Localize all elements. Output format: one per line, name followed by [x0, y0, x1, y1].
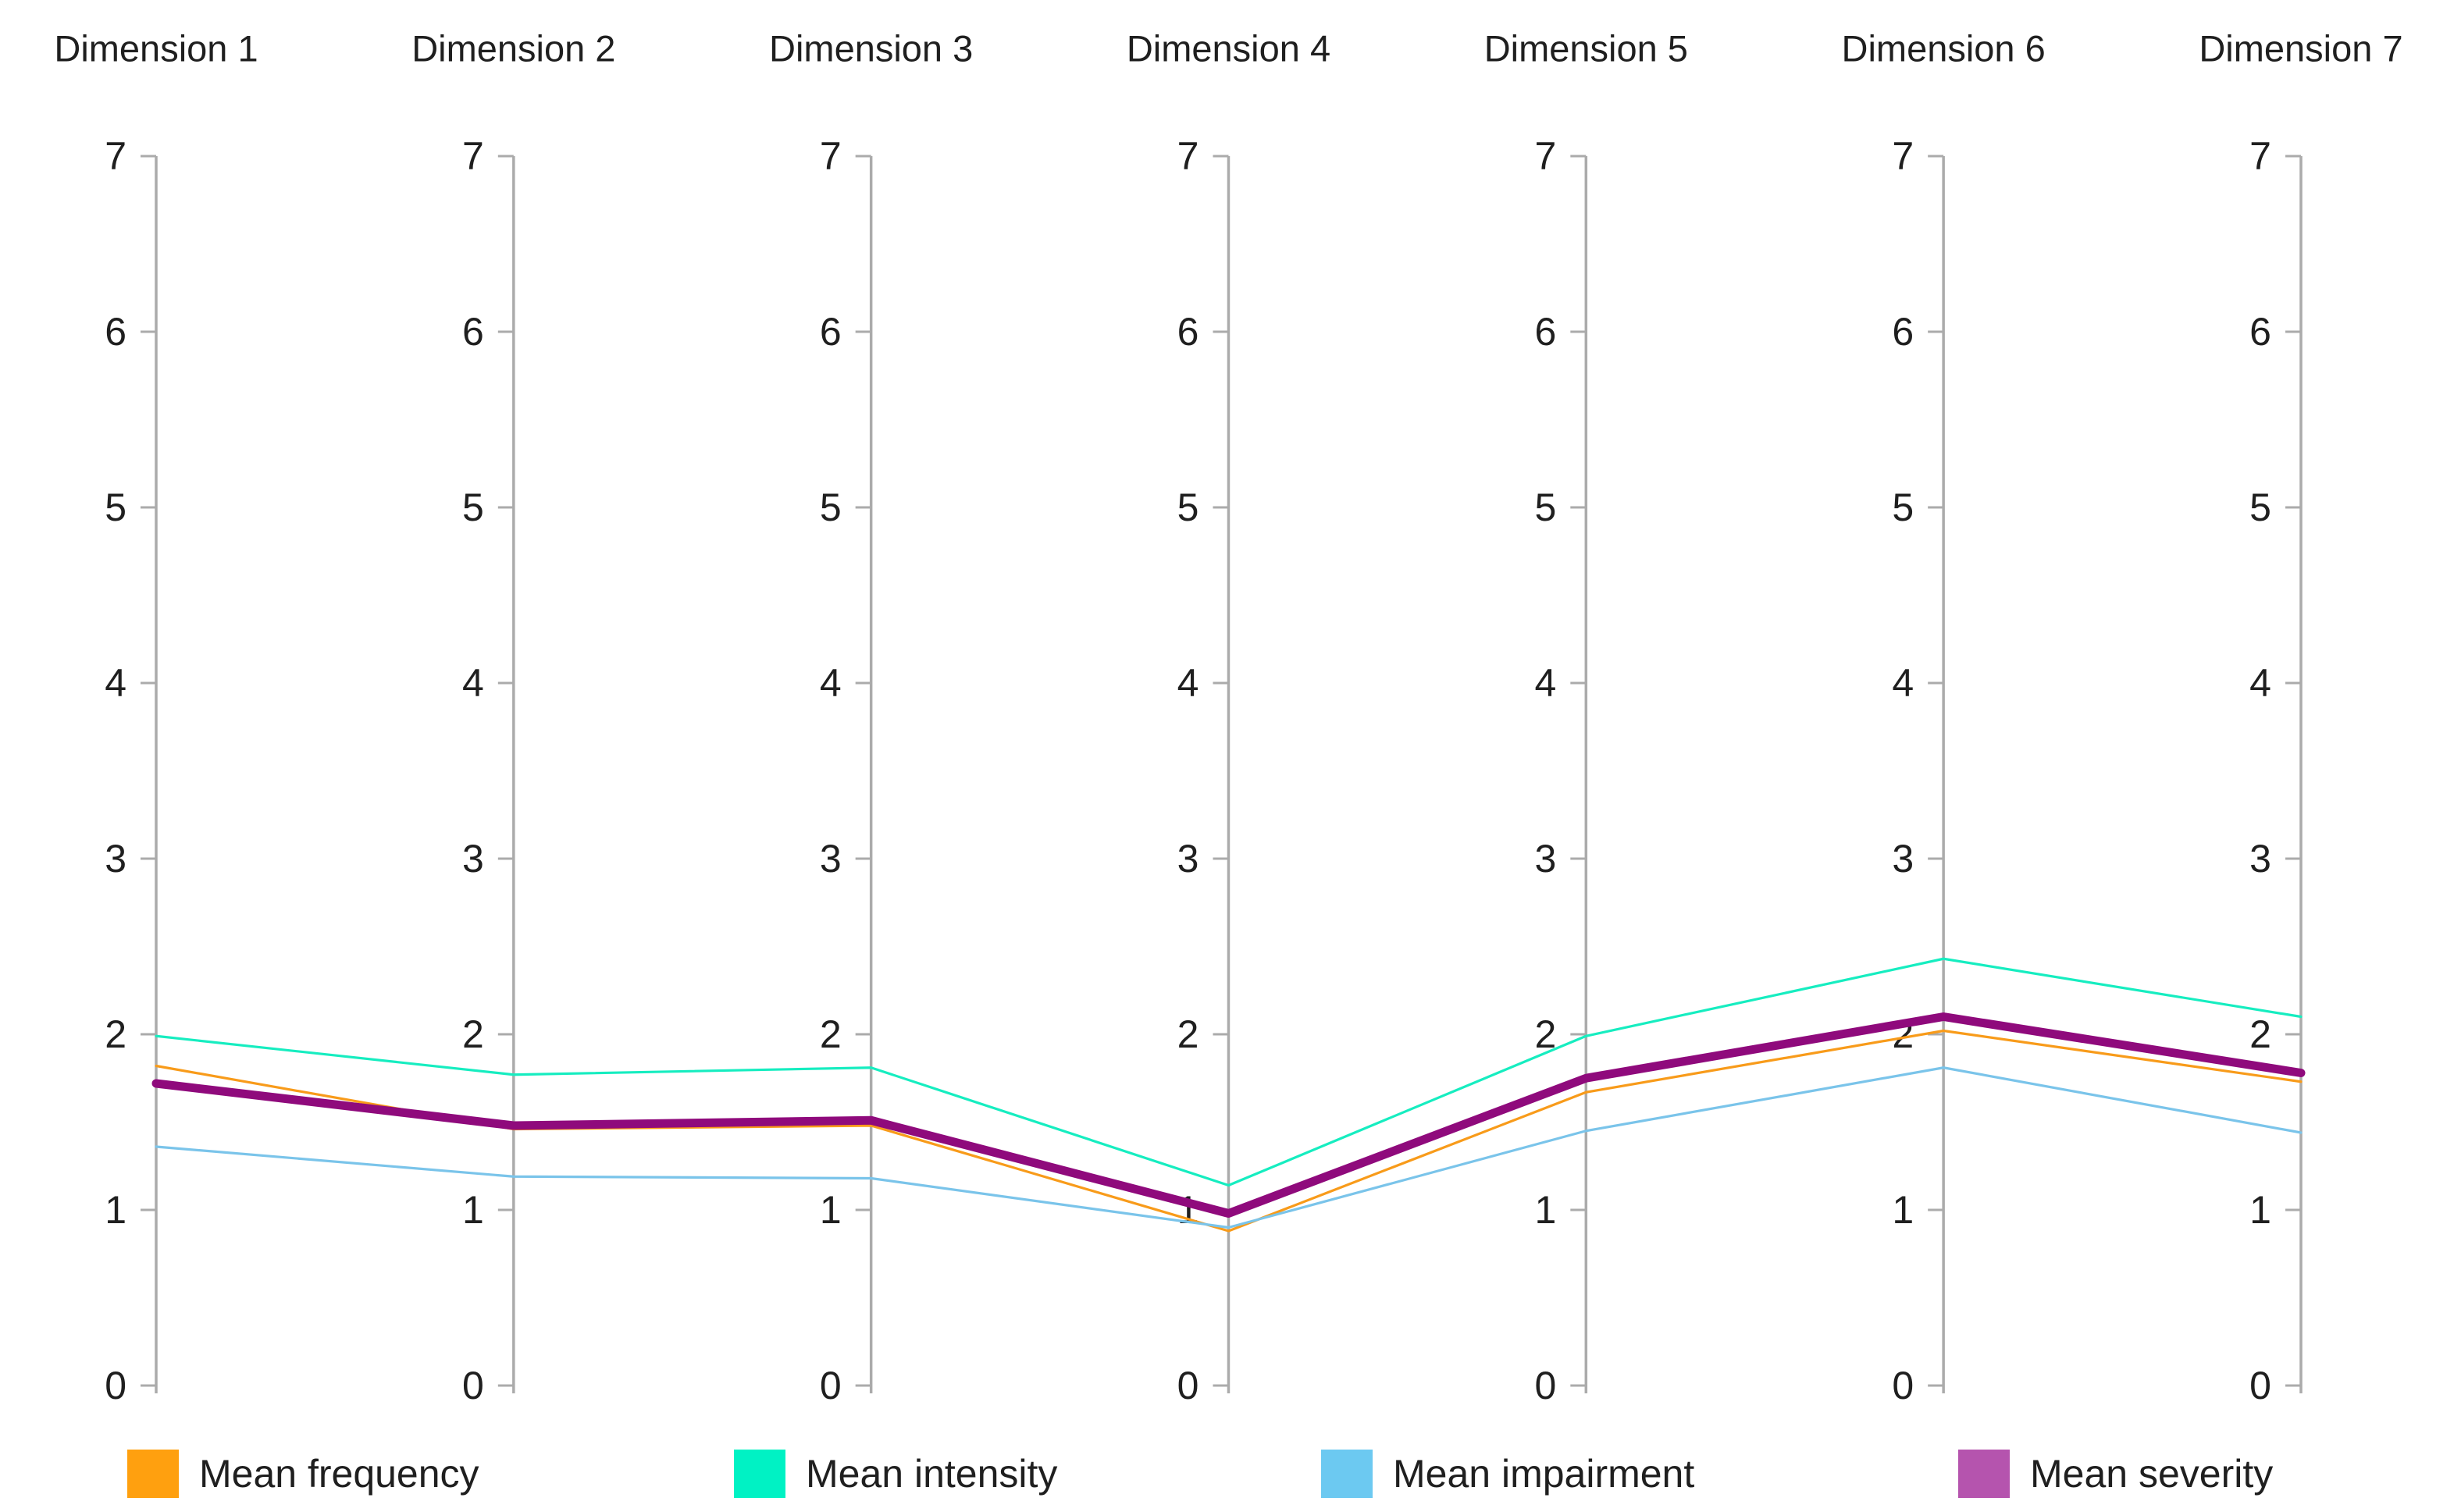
tick-label: 1: [1535, 1188, 1557, 1232]
tick-label: 6: [1177, 310, 1199, 354]
tick-label: 7: [1892, 134, 1914, 178]
legend-label: Mean severity: [2030, 1452, 2274, 1496]
tick-label: 2: [105, 1012, 126, 1056]
tick-label: 4: [462, 661, 484, 705]
tick-label: 2: [1177, 1012, 1199, 1056]
legend-label: Mean intensity: [806, 1452, 1058, 1496]
tick-label: 4: [1892, 661, 1914, 705]
axis-title: Dimension 6: [1842, 28, 2046, 69]
tick-label: 5: [1892, 486, 1914, 529]
tick-label: 0: [105, 1364, 126, 1407]
axis-title: Dimension 5: [1484, 28, 1688, 69]
tick-label: 6: [1892, 310, 1914, 354]
tick-label: 3: [1177, 837, 1199, 881]
axis-title: Dimension 3: [769, 28, 973, 69]
tick-label: 1: [462, 1188, 484, 1232]
tick-label: 7: [1177, 134, 1199, 178]
legend-label: Mean impairment: [1393, 1452, 1695, 1496]
tick-label: 3: [2249, 837, 2271, 881]
tick-label: 7: [1535, 134, 1557, 178]
axis-dimension-2: 0 1 2 3 4 5 6 7 Dimension 2: [411, 28, 615, 1408]
series-mean-impairment: [155, 1066, 2303, 1229]
tick-label: 6: [1535, 310, 1557, 354]
legend-swatch-icon: [734, 1450, 785, 1498]
axis-dimension-3: 0 1 2 3 4 5 6 7 Dimension 3: [769, 28, 973, 1408]
tick-label: 6: [820, 310, 842, 354]
axis-title: Dimension 1: [54, 28, 258, 69]
series-mean-severity: [151, 1012, 2306, 1218]
tick-label: 5: [105, 486, 126, 529]
axis-title: Dimension 4: [1127, 28, 1330, 69]
tick-label: 0: [1892, 1364, 1914, 1407]
tick-label: 3: [462, 837, 484, 881]
tick-label: 7: [2249, 134, 2271, 178]
tick-label: 1: [1177, 1188, 1199, 1232]
tick-label: 1: [105, 1188, 126, 1232]
tick-label: 2: [820, 1012, 842, 1056]
tick-label: 6: [105, 310, 126, 354]
tick-label: 2: [462, 1012, 484, 1056]
tick-label: 4: [1535, 661, 1557, 705]
tick-label: 0: [2249, 1364, 2271, 1407]
legend-item-mean-intensity[interactable]: Mean intensity: [734, 1450, 1057, 1498]
tick-label: 4: [2249, 661, 2271, 705]
tick-label: 1: [820, 1188, 842, 1232]
legend-item-mean-frequency[interactable]: Mean frequency: [127, 1450, 479, 1498]
tick-label: 6: [2249, 310, 2271, 354]
axis-dimension-1: 0 1 2 3 4 5 6 7 Dimension 1: [54, 28, 258, 1408]
tick-label: 5: [462, 486, 484, 529]
tick-label: 3: [1535, 837, 1557, 881]
series-mean-intensity: [155, 957, 2303, 1187]
tick-label: 1: [1892, 1188, 1914, 1232]
legend-label: Mean frequency: [199, 1452, 479, 1496]
tick-label: 7: [820, 134, 842, 178]
axis-dimension-7: 0 1 2 3 4 5 6 7 Dimension 7: [2199, 28, 2402, 1408]
tick-label: 5: [1535, 486, 1557, 529]
tick-label: 0: [462, 1364, 484, 1407]
tick-label: 7: [462, 134, 484, 178]
legend-swatch-icon: [1958, 1450, 2010, 1498]
tick-label: 6: [462, 310, 484, 354]
tick-label: 0: [820, 1364, 842, 1407]
tick-label: 3: [105, 837, 126, 881]
tick-label: 5: [2249, 486, 2271, 529]
legend-swatch-icon: [1321, 1450, 1373, 1498]
tick-label: 5: [820, 486, 842, 529]
axis-dimension-4: 0 1 2 3 4 5 6 7 Dimension 4: [1127, 28, 1330, 1408]
tick-label: 0: [1535, 1364, 1557, 1407]
axis-title: Dimension 2: [411, 28, 615, 69]
tick-label: 3: [820, 837, 842, 881]
tick-label: 4: [1177, 661, 1199, 705]
tick-label: 0: [1177, 1364, 1199, 1407]
axis-title: Dimension 7: [2199, 28, 2402, 69]
tick-label: 2: [2249, 1012, 2271, 1056]
tick-label: 3: [1892, 837, 1914, 881]
legend-item-mean-severity[interactable]: Mean severity: [1958, 1450, 2273, 1498]
tick-label: 4: [105, 661, 126, 705]
tick-label: 7: [105, 134, 126, 178]
tick-label: 5: [1177, 486, 1199, 529]
legend-item-mean-impairment[interactable]: Mean impairment: [1321, 1450, 1694, 1498]
tick-label: 4: [820, 661, 842, 705]
tick-label: 1: [2249, 1188, 2271, 1232]
legend-swatch-icon: [127, 1450, 179, 1498]
